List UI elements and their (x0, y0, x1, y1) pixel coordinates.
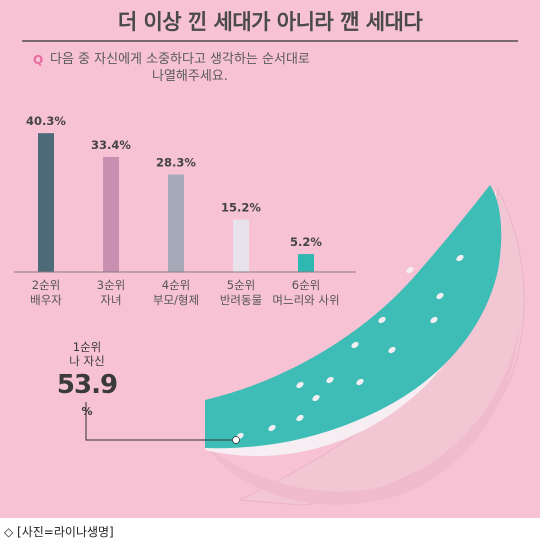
bar-6 (298, 254, 314, 272)
seed (356, 378, 364, 386)
seed (326, 376, 334, 384)
highlight-rank: 1순위 (72, 340, 102, 354)
rank-label-2: 2순위 (32, 278, 60, 292)
category-label-6: 며느리와 사위 (272, 293, 339, 307)
bar-5 (233, 219, 249, 272)
seed (388, 346, 396, 354)
seed (268, 424, 276, 432)
category-label-4: 부모/형제 (153, 293, 199, 307)
question-line-2: 나열해주세요. (152, 69, 228, 84)
title-divider (22, 40, 518, 42)
question-line-1: 다음 중 자신에게 소중하다고 생각하는 순서대로 (50, 52, 310, 67)
seed (296, 381, 304, 389)
seed (378, 316, 386, 324)
category-label-3: 자녀 (100, 293, 121, 307)
photo-credit: ◇ [사진=라이나생명] (4, 525, 114, 539)
bar-2 (38, 133, 54, 272)
category-label-5: 반려동물 (220, 293, 262, 307)
rank-label-3: 3순위 (97, 278, 125, 292)
highlight-connector-dot (232, 436, 240, 444)
watermelon-seeds (236, 254, 464, 440)
survey-question: 다음 중 자신에게 소중하다고 생각하는 순서대로 나열해주세요. (50, 51, 370, 85)
value-labels: 40.3% 33.4% 28.3% 15.2% 5.2% (26, 114, 322, 249)
rank-label-6: 6순위 (292, 278, 320, 292)
bar-3 (103, 156, 119, 272)
rank-label-4: 4순위 (162, 278, 190, 292)
watermelon-flesh (205, 185, 502, 449)
bar-4 (168, 174, 184, 272)
infographic: 더 이상 낀 세대가 아니라 깬 세대다 Q 다음 중 자신에게 소중하다고 생… (0, 0, 540, 518)
value-label-2: 40.3% (26, 114, 66, 128)
seed (351, 341, 359, 349)
seed (312, 394, 320, 402)
rank-label-5: 5순위 (227, 278, 255, 292)
highlight-label: 나 자신 (69, 354, 105, 368)
page-title: 더 이상 낀 세대가 아니라 깬 세대다 (117, 10, 423, 34)
value-label-4: 28.3% (156, 156, 196, 170)
value-label-6: 5.2% (290, 235, 322, 249)
watermelon-illustration (205, 185, 525, 506)
seed (296, 414, 304, 422)
value-label-5: 15.2% (221, 201, 261, 215)
question-badge: Q (33, 53, 44, 67)
value-label-3: 33.4% (91, 138, 131, 152)
seed (406, 266, 414, 274)
watermelon-bowl (205, 320, 520, 505)
seed (436, 292, 444, 300)
highlight-first-rank: 1순위 나 자신 53.9% (52, 340, 122, 419)
highlight-connector (85, 402, 236, 441)
highlight-value: 53.9 (56, 370, 118, 400)
category-label-2: 배우자 (30, 293, 62, 307)
seed (456, 254, 464, 262)
seed (430, 316, 438, 324)
highlight-unit: % (81, 405, 93, 418)
bars (38, 133, 314, 272)
